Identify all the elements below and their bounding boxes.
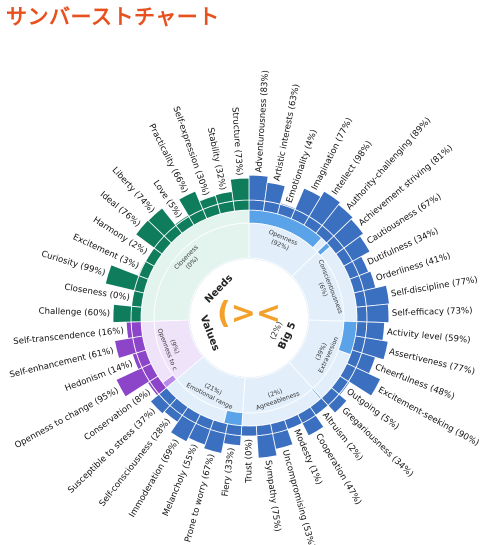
item-base-self-transcendence-16 [130,321,143,339]
item-bar-structure-73 [229,177,250,202]
item-base-trust-0 [240,425,258,437]
sunburst-rings [104,174,390,459]
item-bar-challenge-60 [112,303,133,323]
item-base-activity-level-59 [355,321,368,339]
item-label-trust-0: Trust (0%) [245,439,255,484]
item-label-adventurousness-83: Adventurousness (83%) [254,70,271,173]
item-label-activity-level-59: Activity level (59%) [386,327,470,345]
facet-percent-conscientiousness: (6%) [317,282,329,298]
item-bar-self-efficacy-73 [365,303,390,324]
page-title: サンバーストチャート [6,5,220,29]
item-label-sympathy-75: Sympathy (75%) [263,460,283,533]
center-face-icon: (>< [217,296,281,331]
facet-percent-agreeableness: (2%) [267,388,283,399]
item-label-challenge-60: Challenge (60%) [38,306,110,318]
item-base-adventurousness-83 [248,199,266,212]
item-label-cooperation-47: Cooperation (47%) [313,432,363,507]
item-base-challenge-60 [130,305,142,323]
item-base-self-efficacy-73 [356,305,368,323]
facet-percent-openness-to-c: (9%) [168,339,180,355]
item-label-self-discipline-77: Self-discipline (77%) [390,275,478,299]
item-base-closeness-0 [131,290,145,308]
item-label-curiosity-99: Curiosity (99%) [40,249,106,278]
item-label-structure-73: Structure (73%) [229,107,244,176]
item-bar-artistic-interests-63 [264,181,286,205]
item-label-fiery-33: Fiery (33%) [221,447,237,497]
item-label-self-efficacy-73: Self-efficacy (73%) [392,306,473,319]
item-label-self-transcendence-16: Self-transcendence (16%) [13,326,125,347]
item-base-structure-73 [232,199,250,212]
item-bar-fiery-33 [223,433,242,447]
sunburst-hub [189,258,309,378]
item-label-stability-32: Stability (32%) [205,127,227,191]
